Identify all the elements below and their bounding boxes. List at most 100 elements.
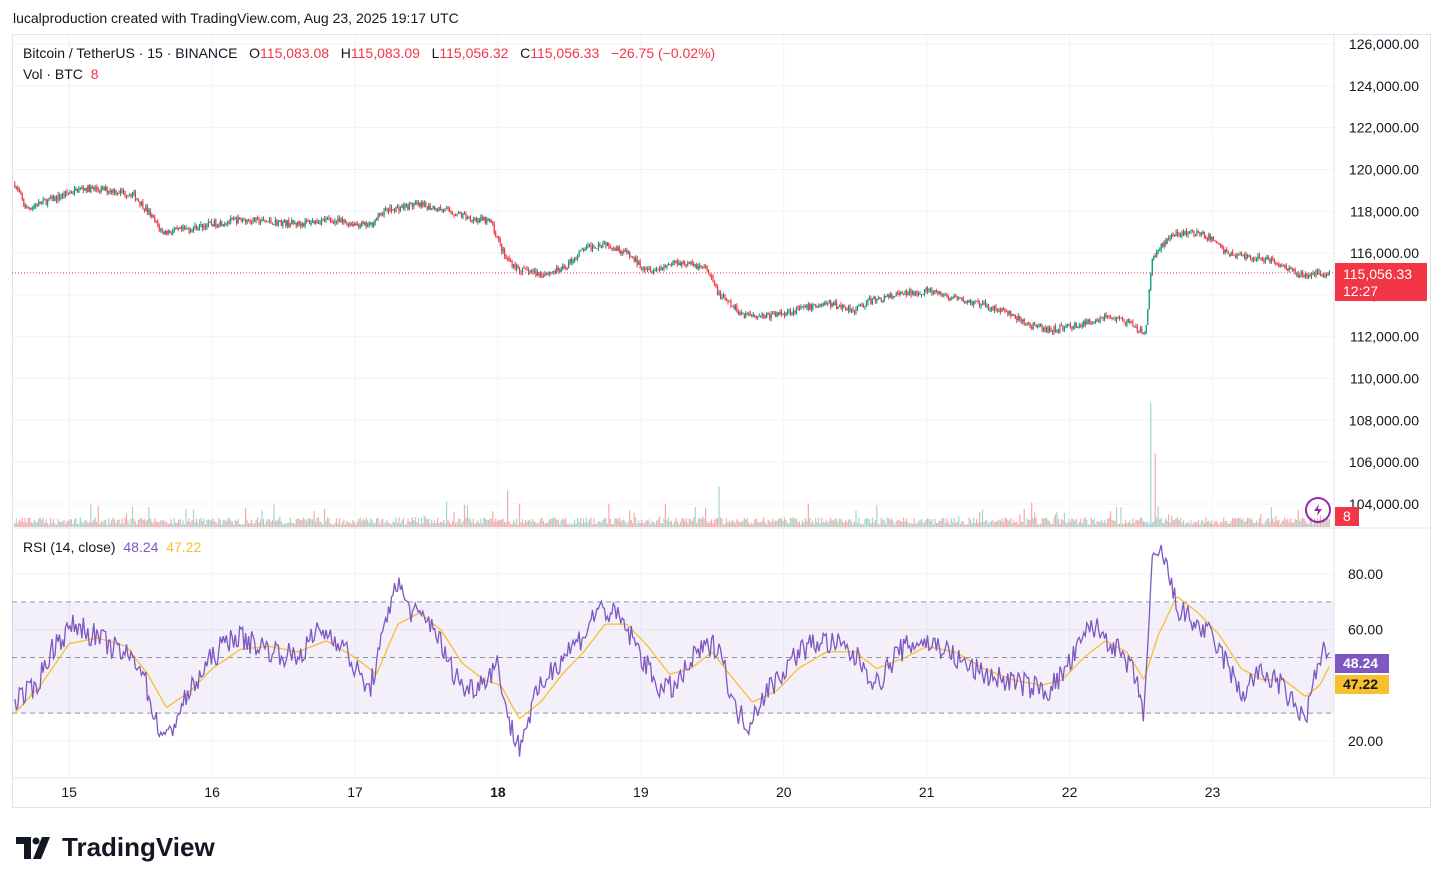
candle-body [527,270,530,274]
brand-logo[interactable]: TradingView [16,832,215,863]
candle-body [670,264,672,266]
volume-bar [362,518,364,527]
volume-bar [283,523,285,527]
candle-body [521,267,524,273]
volume-bar [1327,518,1329,527]
candle-body [306,220,308,222]
candle-body [1054,326,1057,332]
volume-bar [1266,519,1268,527]
volume-bar [731,519,734,527]
candle-body [237,217,239,224]
lightning-bolt-icon[interactable] [1305,497,1331,523]
volume-bar [682,517,684,527]
symbol-label[interactable]: Bitcoin / TetherUS · 15 · BINANCE [23,45,238,61]
volume-bar [661,523,664,527]
volume-bar [1324,519,1326,527]
volume-bar [246,519,248,527]
volume-bar [975,519,978,527]
candle-body [1322,274,1325,277]
volume-bar [250,519,253,527]
volume-bar [350,523,352,527]
volume-bar [605,518,607,527]
candle-body [273,224,275,226]
volume-bar [636,523,638,527]
candle-body [309,220,311,225]
candle-body [233,218,235,220]
candle-body [1248,256,1250,258]
candle-body [725,298,728,301]
volume-bar [630,519,632,527]
volume-bar [618,517,620,527]
volume-bar [648,519,650,527]
volume-bar [977,522,979,527]
candle-body [24,204,26,209]
volume-bar [1178,520,1180,527]
volume-bar [376,518,378,527]
candle-body [699,265,701,267]
candle-body [197,228,199,231]
candle-body [770,313,772,319]
candle-body [944,294,946,296]
candle-body [1130,321,1133,323]
candle-body [1039,324,1042,326]
volume-bar [1160,517,1162,527]
volume-bar [649,523,652,527]
candle-body [697,266,699,269]
candle-body [465,214,467,219]
volume-bar [932,524,935,527]
candle-body [178,228,180,230]
candle-body [1179,235,1182,237]
candle-body [319,222,321,224]
volume-bar [115,523,117,527]
volume-bar [271,520,274,527]
price-tick-label: 116,000.00 [1350,245,1419,261]
volume-bar [1224,521,1226,527]
volume-bar [1181,522,1183,527]
volume-bar [1293,522,1295,527]
volume-bar [195,518,198,527]
candle-body [402,205,405,209]
volume-bar [178,519,180,527]
candle-body [739,312,741,315]
volume-bar [310,519,312,527]
volume-bar [1051,523,1054,527]
candle-body [87,185,89,192]
volume-bar [849,519,851,527]
volume-bar [652,522,655,527]
candle-body [1267,256,1269,260]
price-tick-label: 124,000.00 [1349,78,1419,94]
rsi-label[interactable]: RSI (14, close) [23,539,116,555]
candle-body [807,304,809,310]
volume-bar [602,520,604,527]
candle-body [1004,310,1006,312]
candle-body [239,217,241,219]
candle-body [749,313,751,315]
candle-body [1029,323,1031,327]
candle-body [1162,243,1164,246]
volume-bar [1132,518,1134,527]
candle-body [577,255,579,259]
volume-bar [1016,521,1018,527]
candle-body [1185,230,1188,235]
volume-bar [374,522,376,527]
candle-body [748,313,750,315]
candle-body [678,263,680,265]
candle-body [124,191,126,196]
volume-bar [1141,518,1143,527]
volume-bar [709,521,711,527]
volume-bar [999,520,1002,527]
candle-body [1135,326,1137,328]
candle-body [612,248,614,250]
candle-body [1053,326,1055,333]
candle-body [1307,274,1310,278]
volume-bar [993,522,996,527]
candle-body [322,218,324,220]
volume-bar [332,524,335,527]
candle-body [999,310,1002,312]
volume-bar [956,521,958,527]
volume-bar [381,518,384,527]
candle-body [578,251,580,256]
volume-bar [434,520,436,527]
volume-label[interactable]: Vol · BTC [23,66,83,82]
